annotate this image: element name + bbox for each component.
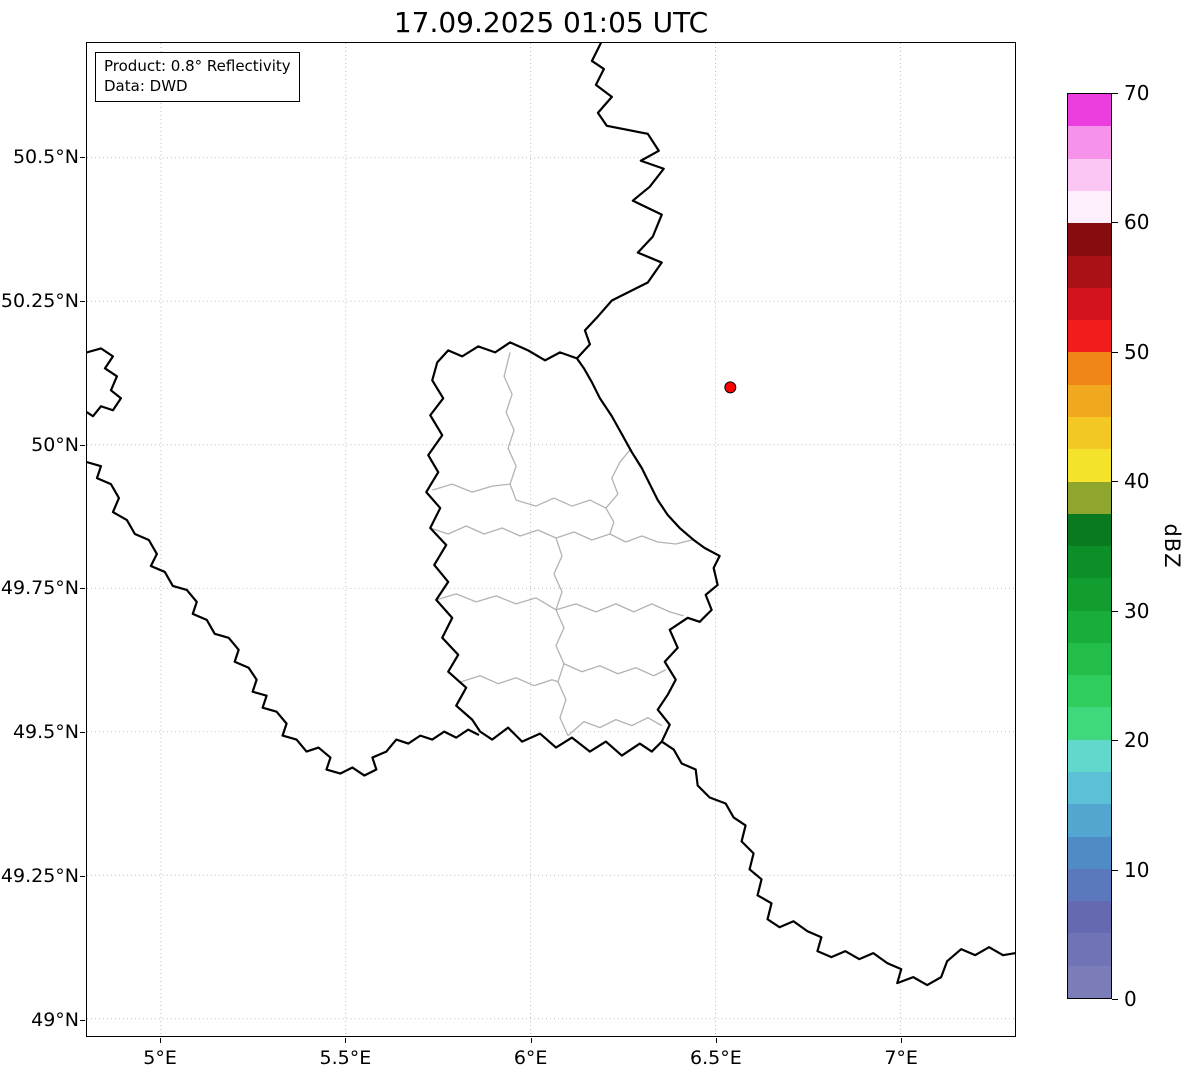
colorbar-tick-label: 30 [1124, 598, 1150, 623]
x-tick-mark [715, 1038, 717, 1043]
colorbar-segment [1068, 126, 1111, 159]
y-tick-mark [80, 157, 85, 159]
y-tick-label: 50.25°N [0, 289, 79, 312]
colorbar-segment [1068, 610, 1111, 643]
district-border [515, 497, 607, 509]
colorbar-tick-mark [1112, 740, 1118, 742]
colorbar-tick-label: 70 [1124, 81, 1150, 105]
colorbar-segment [1068, 675, 1111, 708]
x-tick-label: 5°E [143, 1047, 177, 1069]
figure-title: 17.09.2025 01:05 UTC [393, 6, 709, 39]
colorbar-segment [1068, 965, 1111, 998]
national-border [425, 341, 721, 757]
colorbar-tick-mark [1112, 481, 1118, 483]
x-tick-label: 6.5°E [690, 1047, 742, 1069]
district-border [432, 483, 511, 493]
colorbar-segment [1068, 352, 1111, 385]
district-border [555, 609, 569, 736]
y-tick-label: 49.75°N [0, 577, 79, 600]
y-tick-label: 49.5°N [12, 721, 79, 744]
x-tick-mark [530, 1038, 532, 1043]
colorbar-tick-mark [1112, 610, 1118, 612]
x-tick-mark [160, 1038, 162, 1043]
colorbar [1067, 93, 1112, 999]
colorbar-tick-label: 20 [1124, 728, 1150, 753]
data-source-line: Data: DWD [104, 77, 188, 96]
y-tick-mark [80, 732, 85, 734]
district-border [460, 675, 559, 687]
y-tick-label: 49°N [31, 1008, 79, 1031]
colorbar-segment [1068, 772, 1111, 805]
colorbar-segment [1068, 739, 1111, 773]
colorbar-tick-label: 40 [1124, 469, 1150, 494]
colorbar-tick-mark [1112, 222, 1118, 224]
district-border [503, 352, 517, 501]
radar-location-marker [724, 381, 737, 394]
map-canvas [87, 43, 1015, 1036]
colorbar-label: dBZ [1160, 523, 1184, 569]
district-border [436, 593, 684, 617]
colorbar-segment [1068, 287, 1111, 321]
colorbar-segment [1068, 804, 1111, 837]
district-border [563, 663, 667, 677]
national-border [575, 43, 665, 360]
y-tick-mark [80, 588, 85, 590]
colorbar-segment [1068, 449, 1111, 482]
district-border [605, 507, 615, 535]
colorbar-segment [1068, 481, 1111, 514]
colorbar-tick-mark [1112, 93, 1118, 94]
national-border [87, 347, 123, 418]
y-tick-label: 50°N [31, 433, 79, 456]
colorbar-segment [1068, 836, 1111, 869]
colorbar-tick-label: 60 [1124, 210, 1150, 235]
x-tick-mark [901, 1038, 903, 1043]
colorbar-segment [1068, 190, 1111, 224]
colorbar-segment [1068, 707, 1111, 740]
colorbar-tick-mark [1112, 351, 1118, 353]
x-tick-label: 5.5°E [319, 1047, 372, 1069]
colorbar-segment [1068, 546, 1111, 579]
district-border [430, 525, 692, 545]
colorbar-segment [1068, 513, 1111, 547]
national-border [87, 461, 480, 777]
colorbar-segment [1068, 223, 1111, 256]
colorbar-segment [1068, 320, 1111, 353]
y-tick-mark [80, 875, 85, 877]
y-tick-mark [80, 1019, 85, 1021]
y-tick-mark [80, 444, 85, 446]
colorbar-segment [1068, 578, 1111, 611]
product-info-box: Product: 0.8° Reflectivity Data: DWD [95, 52, 300, 102]
y-tick-label: 50.5°N [12, 146, 79, 169]
colorbar-segment [1068, 416, 1111, 450]
colorbar-segment [1068, 642, 1111, 676]
colorbar-segment [1068, 255, 1111, 288]
x-tick-label: 7°E [884, 1047, 918, 1069]
district-border [553, 537, 563, 611]
colorbar-tick-mark [1112, 869, 1118, 871]
colorbar-tick-label: 0 [1124, 987, 1137, 1011]
colorbar-segment [1068, 384, 1111, 417]
colorbar-segment [1068, 94, 1111, 127]
colorbar-segment [1068, 868, 1111, 902]
y-tick-mark [80, 300, 85, 302]
colorbar-tick-mark [1112, 999, 1118, 1000]
product-info-line: Product: 0.8° Reflectivity [104, 57, 291, 75]
x-tick-mark [345, 1038, 347, 1043]
national-border [660, 740, 1015, 987]
district-border [605, 449, 631, 509]
colorbar-segment [1068, 901, 1111, 934]
colorbar-tick-label: 50 [1124, 339, 1150, 364]
colorbar-segment [1068, 933, 1111, 966]
y-tick-label: 49.25°N [0, 864, 79, 887]
x-tick-label: 6°E [513, 1047, 548, 1069]
map-plot-area: Product: 0.8° Reflectivity Data: DWD [86, 42, 1016, 1037]
colorbar-segment [1068, 158, 1111, 191]
colorbar-tick-label: 10 [1124, 857, 1150, 882]
district-border [567, 716, 663, 737]
